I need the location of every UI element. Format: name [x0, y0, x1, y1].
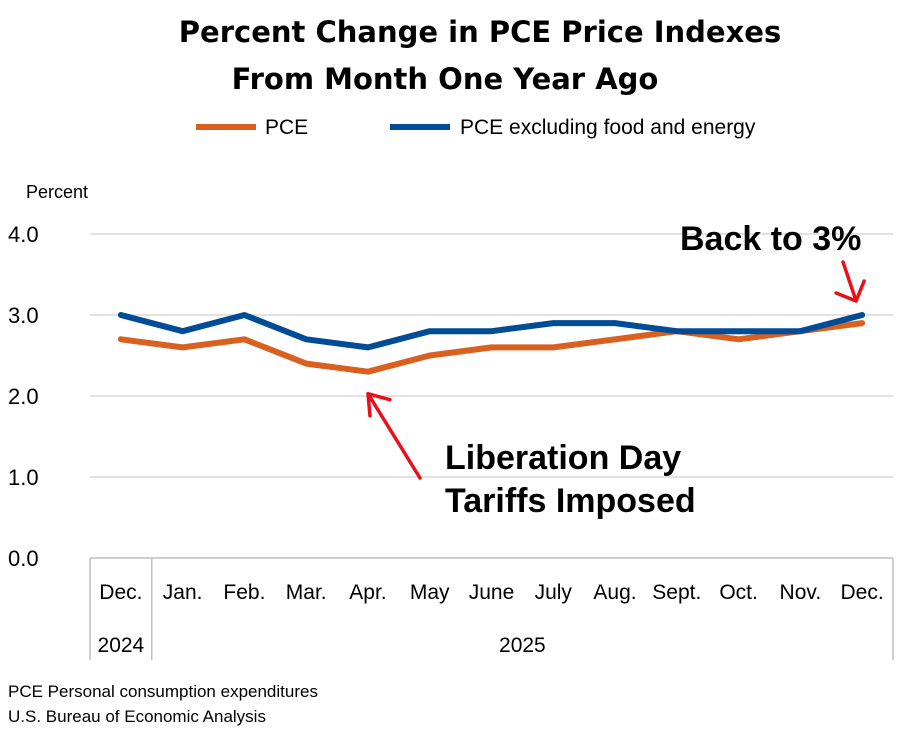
annotation-arrow — [366, 391, 422, 480]
chart-title-line1: Percent Change in PCE Price Indexes — [179, 15, 781, 49]
annotation-liberation-day: Tariffs Imposed — [445, 482, 696, 520]
footer-line1: PCE Personal consumption expenditures — [8, 682, 318, 701]
legend-label-core: PCE excluding food and energy — [460, 116, 756, 139]
x-tick-label: Jan. — [163, 581, 203, 604]
y-tick-label: 1.0 — [8, 465, 39, 490]
x-tick-label: July — [535, 581, 573, 604]
y-tick-label: 2.0 — [8, 384, 39, 409]
chart-title-line2: From Month One Year Ago — [232, 62, 659, 96]
annotation-arrow — [834, 260, 866, 303]
x-tick-label: Aug. — [593, 581, 636, 604]
year-group-label: 2024 — [98, 634, 145, 657]
x-tick-label: June — [469, 581, 515, 604]
x-tick-label: Dec. — [99, 581, 142, 604]
y-tick-label: 4.0 — [8, 222, 39, 247]
y-tick-label: 3.0 — [8, 303, 39, 328]
x-tick-label: Nov. — [780, 581, 822, 604]
x-tick-label: Sept. — [652, 581, 701, 604]
year-group-label: 2025 — [499, 634, 546, 657]
x-tick-label: Mar. — [286, 581, 327, 604]
footer-line2: U.S. Bureau of Economic Analysis — [8, 707, 266, 726]
x-tick-label: Oct. — [719, 581, 758, 604]
x-tick-label: Feb. — [223, 581, 265, 604]
y-axis-label: Percent — [26, 182, 88, 202]
y-tick-label: 0.0 — [8, 546, 39, 571]
legend-label-pce: PCE — [265, 116, 308, 139]
x-tick-label: Dec. — [841, 581, 884, 604]
annotation-back-to-3: Back to 3% — [680, 220, 861, 258]
x-tick-label: May — [410, 581, 450, 604]
annotation-liberation-day: Liberation Day — [445, 439, 681, 477]
x-tick-label: Apr. — [349, 581, 386, 604]
